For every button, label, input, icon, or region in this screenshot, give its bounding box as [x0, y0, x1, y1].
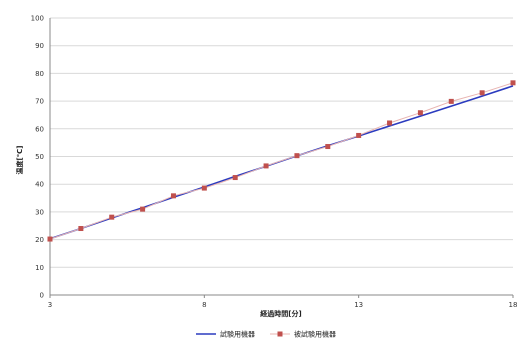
data-point-marker: [510, 80, 516, 86]
y-tick-label: 70: [35, 98, 44, 106]
y-axis-title: 温度[℃]: [15, 146, 24, 175]
x-tick-label: 8: [202, 301, 206, 309]
y-tick-label: 50: [35, 153, 44, 161]
grid-lines: [50, 17, 513, 296]
legend-swatch-marker: [277, 331, 283, 337]
data-point-marker: [78, 226, 84, 232]
data-point-marker: [325, 144, 331, 150]
y-tick-label: 100: [31, 15, 44, 23]
data-point-marker: [201, 185, 207, 191]
data-point-marker: [263, 163, 269, 169]
data-point-marker: [109, 214, 115, 220]
x-tick-label: 18: [509, 301, 518, 309]
data-point-marker: [170, 193, 176, 199]
data-point-marker: [387, 120, 393, 126]
y-tick-label: 10: [35, 264, 44, 272]
data-point-marker: [47, 236, 53, 242]
x-tick-label: 13: [354, 301, 363, 309]
tick-labels: 0 10 20 30 40 50 60 70 80 90 100 3 8 13 18: [31, 15, 518, 310]
x-tick-label: 3: [48, 301, 52, 309]
legend-label: 被試験用機器: [294, 330, 336, 339]
legend-label: 試験用機器: [220, 330, 255, 339]
series-line-2: [49, 82, 514, 240]
y-tick-label: 40: [35, 181, 44, 189]
y-tick-label: 30: [35, 208, 44, 216]
data-point-marker: [479, 90, 485, 96]
data-point-marker: [140, 206, 146, 212]
data-point-marker: [417, 110, 423, 116]
series-group: [47, 80, 516, 242]
y-tick-label: 20: [35, 236, 44, 244]
y-tick-label: 90: [35, 42, 44, 50]
data-point-marker: [448, 98, 454, 104]
data-point-marker: [356, 132, 362, 138]
legend: 試験用機器 被試験用機器: [196, 330, 336, 339]
x-axis-title: 経過時間[分]: [260, 309, 301, 318]
data-point-marker: [232, 175, 238, 181]
y-tick-label: 0: [40, 292, 44, 300]
y-tick-label: 80: [35, 70, 44, 78]
axes: [49, 18, 514, 298]
data-point-marker: [294, 153, 300, 159]
y-tick-label: 60: [35, 125, 44, 133]
